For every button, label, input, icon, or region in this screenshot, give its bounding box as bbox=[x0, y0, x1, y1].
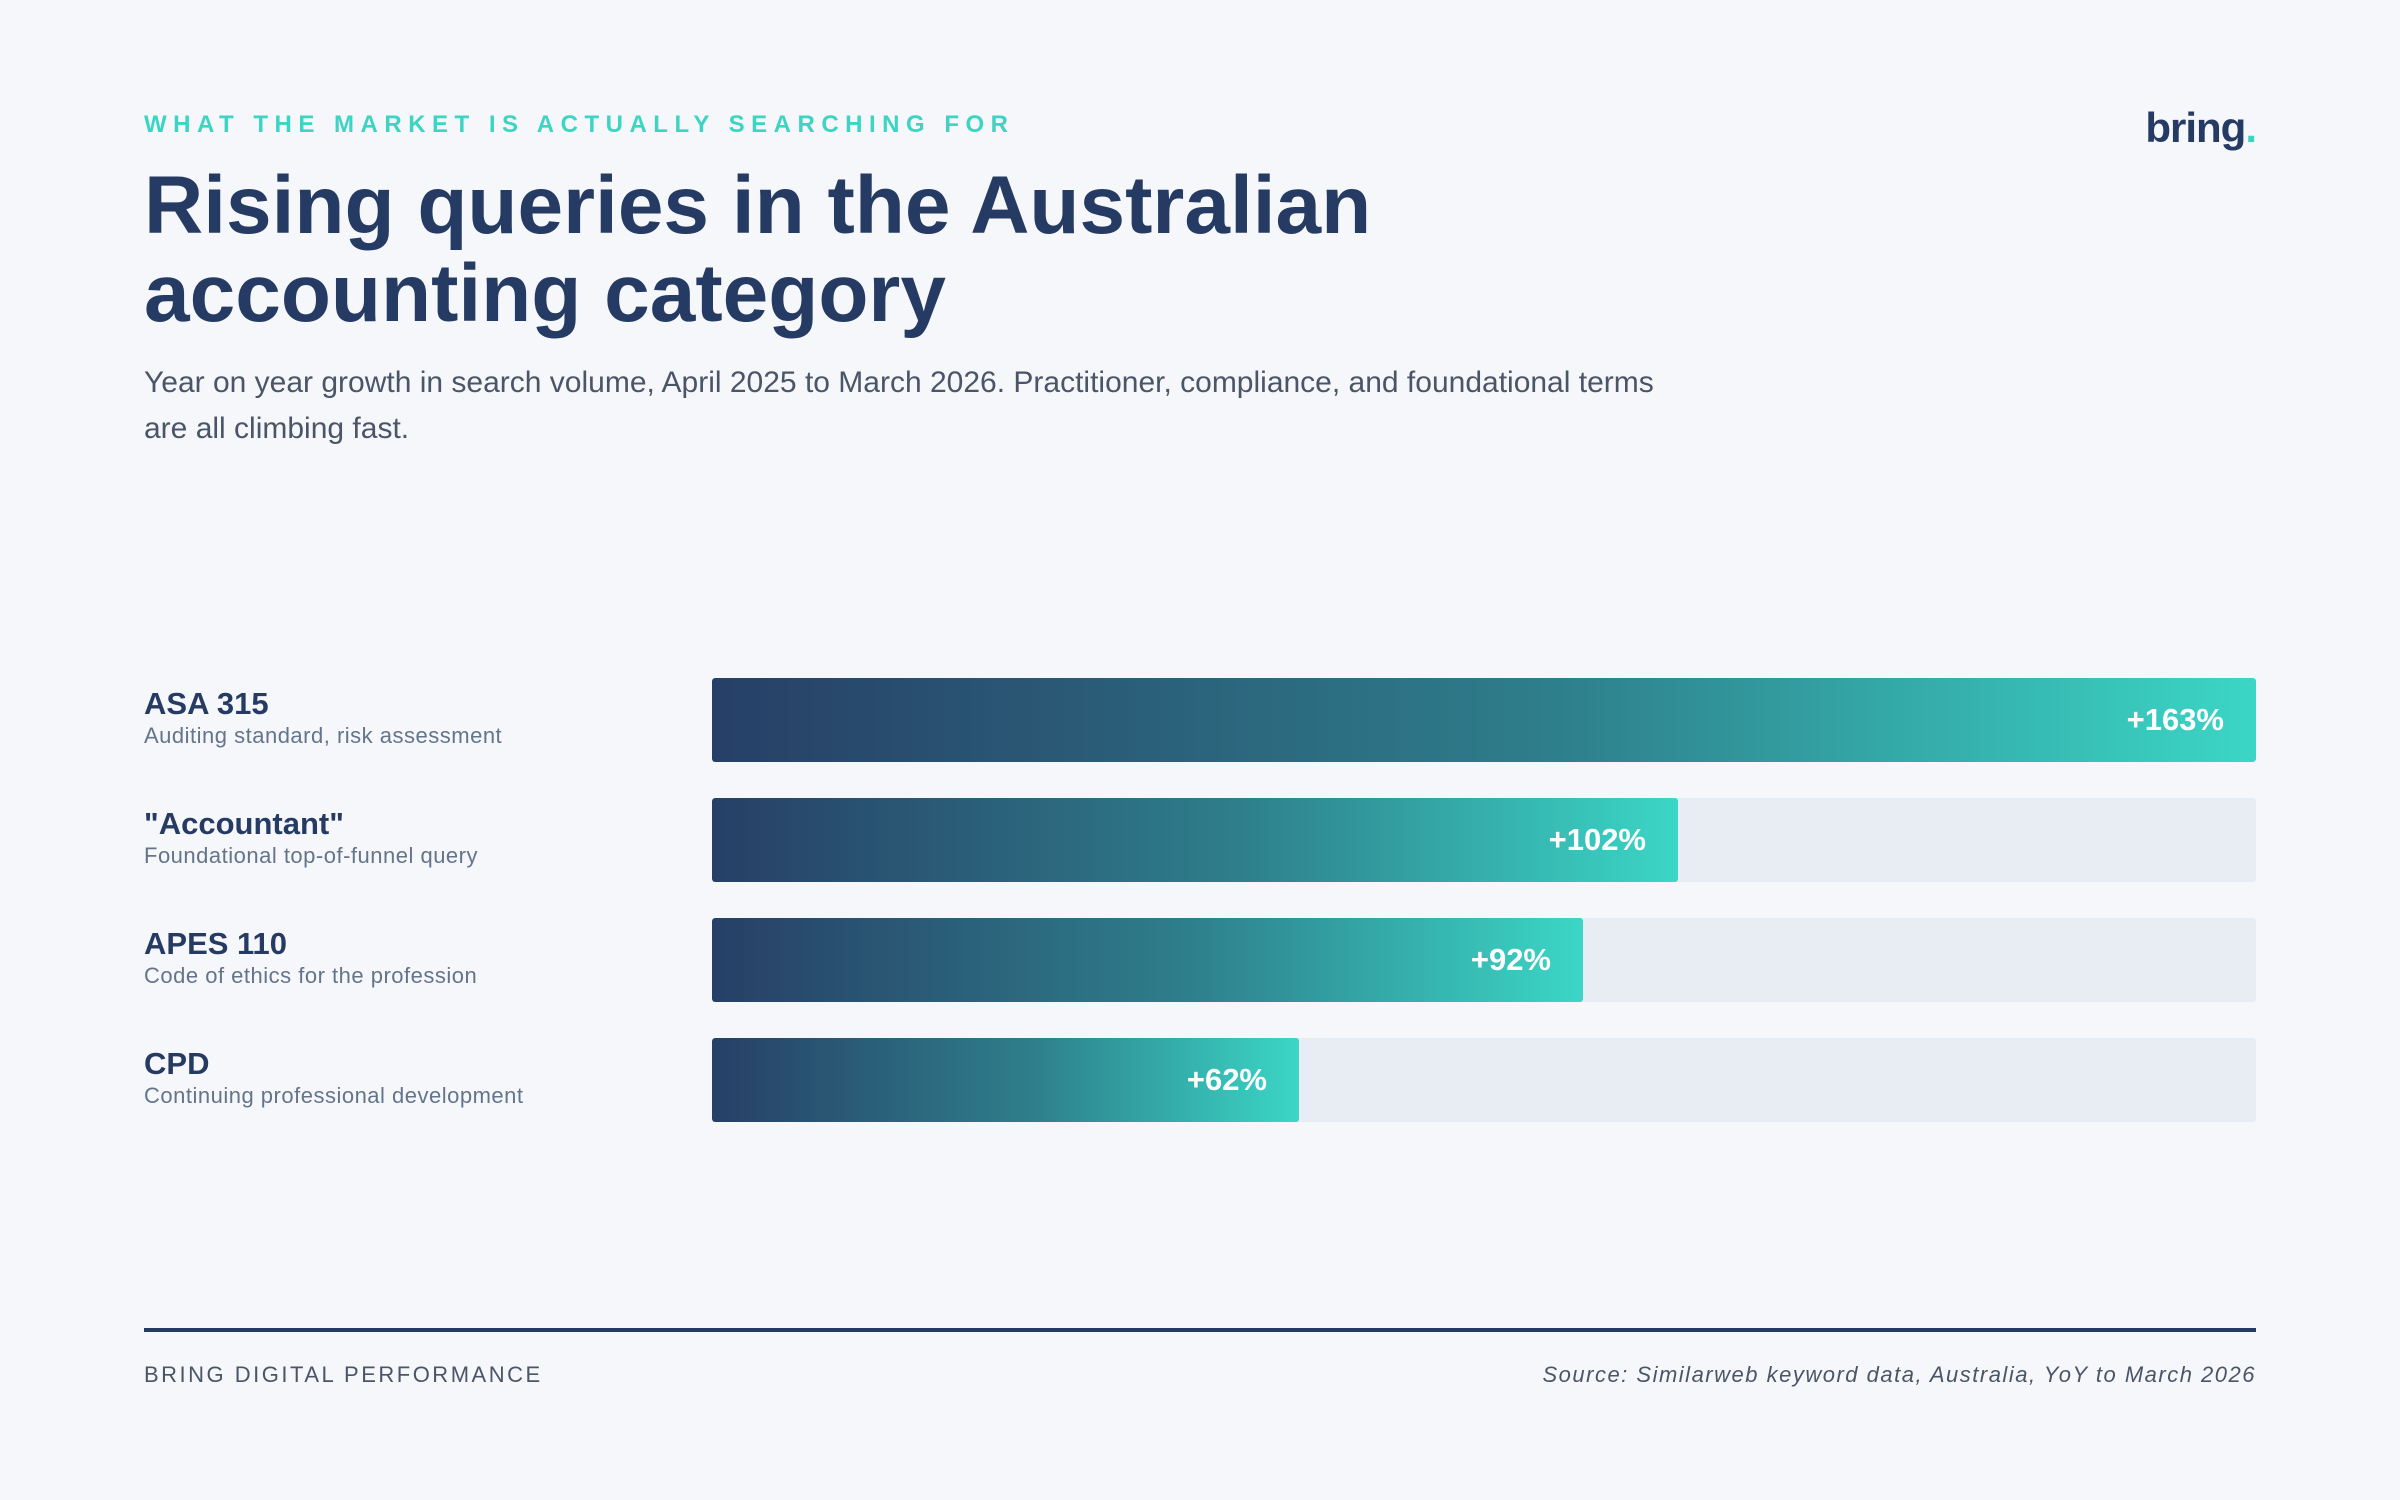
category-name: APES 110 bbox=[144, 926, 288, 961]
bar: +163% bbox=[712, 678, 2256, 762]
bar-value-label: +163% bbox=[2126, 702, 2224, 737]
page-subtitle: Year on year growth in search volume, Ap… bbox=[144, 366, 1654, 445]
bar-row: APES 110 Code of ethics for the professio… bbox=[144, 918, 2256, 1002]
bar-value-label: +92% bbox=[1470, 942, 1551, 977]
bar-track: +163% bbox=[712, 678, 2256, 762]
footer-divider bbox=[144, 1328, 2256, 1332]
bar-row: CPD Continuing professional development +6… bbox=[144, 1038, 2256, 1122]
category-description: Continuing professional development bbox=[144, 1083, 524, 1108]
footer-brand-label: BRING DIGITAL PERFORMANCE bbox=[144, 1362, 543, 1387]
bar-row: "Accountant" Foundational top-of-funnel q… bbox=[144, 798, 2256, 882]
bar-category-label: APES 110 Code of ethics for the professio… bbox=[144, 926, 684, 990]
category-description: Code of ethics for the profession bbox=[144, 963, 478, 988]
category-name: "Accountant" bbox=[144, 806, 344, 841]
bar: +92% bbox=[712, 918, 1583, 1002]
slide: WHAT THE MARKET IS ACTUALLY SEARCHING FO… bbox=[144, 0, 2257, 1500]
category-name: ASA 315 bbox=[144, 686, 269, 721]
bar-category-label: "Accountant" Foundational top-of-funnel q… bbox=[144, 806, 684, 870]
page-title: Rising queries in the Australian account… bbox=[144, 160, 1372, 339]
footer-source-note: Source: Similarweb keyword data, Austral… bbox=[1542, 1362, 2256, 1387]
bar-track: +92% bbox=[712, 918, 2256, 1002]
bar: +102% bbox=[712, 798, 1678, 882]
bar-track: +62% bbox=[712, 1038, 2256, 1122]
bar-value-label: +62% bbox=[1186, 1062, 1267, 1097]
bar: +62% bbox=[712, 1038, 1299, 1122]
category-name: CPD bbox=[144, 1046, 210, 1081]
bar-category-label: CPD Continuing professional development bbox=[144, 1046, 684, 1110]
bar-value-label: +102% bbox=[1548, 822, 1646, 857]
logo-dot: . bbox=[2245, 104, 2257, 151]
bar-track: +102% bbox=[712, 798, 2256, 882]
logo-text: bring bbox=[2145, 104, 2246, 151]
bar-category-label: ASA 315 Auditing standard, risk assessmen… bbox=[144, 686, 684, 750]
brand-logo: bring. bbox=[2145, 104, 2257, 152]
category-description: Foundational top-of-funnel query bbox=[144, 843, 478, 868]
bar-row: ASA 315 Auditing standard, risk assessmen… bbox=[144, 678, 2256, 762]
eyebrow-label: WHAT THE MARKET IS ACTUALLY SEARCHING FO… bbox=[144, 111, 1015, 138]
category-description: Auditing standard, risk assessment bbox=[144, 723, 503, 748]
